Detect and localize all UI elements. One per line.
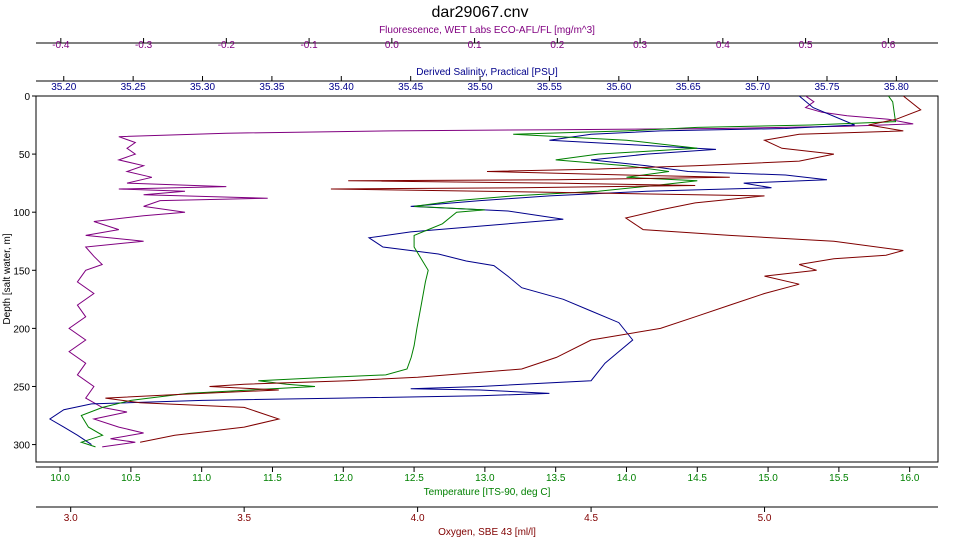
oxygen-tick-label: 5.0 bbox=[758, 513, 772, 524]
fluorescence-tick-label: 0.0 bbox=[385, 40, 399, 51]
salinity-tick-label: 35.55 bbox=[537, 82, 562, 93]
salinity-tick-label: 35.75 bbox=[814, 82, 839, 93]
oxygen-axis-label: Oxygen, SBE 43 [ml/l] bbox=[438, 527, 536, 538]
salinity-tick-label: 35.20 bbox=[51, 82, 76, 93]
salinity-tick-label: 35.80 bbox=[884, 82, 909, 93]
salinity-tick-label: 35.65 bbox=[676, 82, 701, 93]
salinity-axis-label: Derived Salinity, Practical [PSU] bbox=[416, 67, 558, 78]
temperature-tick-label: 16.0 bbox=[900, 473, 920, 484]
oxygen-tick-label: 3.0 bbox=[64, 513, 78, 524]
fluorescence-profile-line bbox=[68, 96, 914, 448]
temperature-tick-label: 11.0 bbox=[192, 473, 211, 484]
chart-title: dar29067.cnv bbox=[432, 4, 529, 21]
fluorescence-tick-label: -0.2 bbox=[218, 40, 236, 51]
oxygen-tick-label: 4.0 bbox=[411, 513, 425, 524]
salinity-tick-label: 35.50 bbox=[468, 82, 493, 93]
series-layer bbox=[48, 96, 922, 448]
depth-tick-label: 100 bbox=[13, 208, 30, 219]
oxygen-profile-line bbox=[105, 96, 922, 443]
fluorescence-tick-label: 0.2 bbox=[550, 40, 564, 51]
salinity-profile-line bbox=[48, 96, 855, 446]
temperature-tick-label: 14.5 bbox=[688, 473, 708, 484]
depth-tick-label: 200 bbox=[13, 324, 30, 335]
fluorescence-tick-label: -0.3 bbox=[135, 40, 153, 51]
fluorescence-tick-label: 0.3 bbox=[633, 40, 647, 51]
fluorescence-tick-label: -0.4 bbox=[52, 40, 70, 51]
oxygen-tick-label: 3.5 bbox=[237, 513, 251, 524]
fluorescence-tick-label: 0.1 bbox=[468, 40, 482, 51]
temperature-tick-label: 13.5 bbox=[546, 473, 566, 484]
temperature-tick-label: 10.5 bbox=[121, 473, 141, 484]
fluorescence-tick-label: 0.6 bbox=[881, 40, 895, 51]
temperature-profile-line bbox=[79, 96, 897, 448]
salinity-tick-label: 35.40 bbox=[329, 82, 354, 93]
depth-tick-label: 50 bbox=[19, 150, 31, 161]
fluorescence-tick-label: 0.4 bbox=[716, 40, 730, 51]
temperature-tick-label: 15.5 bbox=[829, 473, 849, 484]
salinity-tick-label: 35.60 bbox=[606, 82, 631, 93]
salinity-tick-label: 35.35 bbox=[259, 82, 284, 93]
temperature-tick-label: 13.0 bbox=[475, 473, 495, 484]
axes-layer: -0.4 -0.3 -0.2 -0.1 0.0 0.1 0.2 0.3 0.4 0.5 0.6 Flu… bbox=[2, 25, 938, 538]
temperature-tick-label: 11.5 bbox=[263, 473, 282, 484]
depth-tick-label: 150 bbox=[13, 266, 30, 277]
fluorescence-axis-label: Fluorescence, WET Labs ECO-AFL/FL [mg/m^… bbox=[379, 25, 595, 36]
temperature-tick-label: 14.0 bbox=[617, 473, 637, 484]
fluorescence-tick-label: 0.5 bbox=[799, 40, 813, 51]
salinity-tick-label: 35.45 bbox=[398, 82, 423, 93]
temperature-tick-label: 12.5 bbox=[404, 473, 424, 484]
temperature-axis-label: Temperature [ITS-90, deg C] bbox=[424, 487, 551, 498]
temperature-tick-label: 15.0 bbox=[758, 473, 778, 484]
depth-tick-label: 0 bbox=[24, 92, 30, 103]
temperature-tick-label: 10.0 bbox=[50, 473, 70, 484]
salinity-tick-label: 35.70 bbox=[745, 82, 770, 93]
depth-tick-label: 300 bbox=[13, 441, 30, 452]
salinity-tick-label: 35.25 bbox=[121, 82, 146, 93]
depth-tick-label: 250 bbox=[13, 382, 30, 393]
oxygen-tick-label: 4.5 bbox=[584, 513, 598, 524]
temperature-tick-label: 12.0 bbox=[334, 473, 354, 484]
salinity-tick-label: 35.30 bbox=[190, 82, 215, 93]
depth-axis-label: Depth [salt water, m] bbox=[2, 233, 13, 324]
fluorescence-tick-label: -0.1 bbox=[300, 40, 318, 51]
